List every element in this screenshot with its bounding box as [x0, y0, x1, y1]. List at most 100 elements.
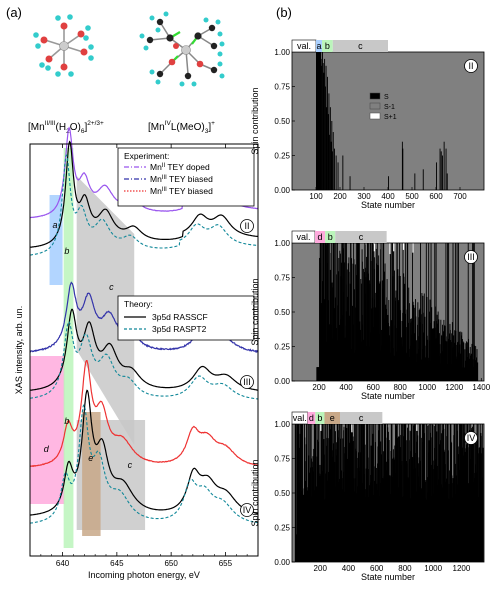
theory-legend-entry: 3p5d RASSCF: [152, 312, 208, 322]
spin-ytick-label: 0.75: [274, 83, 290, 92]
xas-subpanel-IV: IV: [29, 360, 259, 524]
spin-bar-S: [325, 245, 327, 381]
spin-region-tab: [315, 412, 325, 424]
spin-panel-III: 0.00 0.25 0.50 0.75 1.00 200 400 600 800 1000 1200…: [250, 230, 491, 401]
experiment-legend-title: Experiment:: [124, 151, 169, 161]
region-label-d: d: [44, 444, 50, 454]
spin-xtick-label: 400: [381, 192, 395, 201]
spin-ytick-label: 0.00: [274, 558, 290, 567]
spin-bar-S: [355, 424, 357, 562]
spin-bar-S: [401, 141, 403, 190]
spin-region-tab: [322, 40, 333, 52]
spin-bar-S: [436, 162, 437, 190]
spin-bar-S: [335, 155, 337, 190]
theory-legend-entry: 3p5d RASPT2: [152, 324, 207, 334]
spin-bar-S: [396, 243, 398, 381]
spin-region-label: d: [318, 232, 323, 242]
spin-region-label: d: [309, 413, 314, 423]
spin-bar-S: [424, 424, 426, 562]
spin-bar-S: [378, 255, 380, 381]
spin-bar-S: [473, 243, 475, 381]
spin-xtick-label: 800: [393, 383, 407, 392]
spin-bar-S: [340, 253, 341, 381]
spin-bar-S: [466, 341, 467, 381]
spin-bar-S: [422, 169, 424, 190]
spin-bar-S: [327, 114, 329, 190]
spin-bar-S: [353, 259, 355, 381]
region-b: [63, 148, 74, 548]
xas-exp-curve-IV: [29, 360, 258, 468]
spin-bar-S: [331, 282, 333, 381]
spin-ylabel: Spin contribution: [250, 278, 260, 345]
subpanel-marker-III: [240, 375, 254, 389]
spin-bar-S: [332, 151, 333, 190]
spin-xtick-label: 200: [314, 564, 328, 573]
xas-rasscf-curve-II: [29, 140, 259, 248]
spin-ytick-label: 0.75: [274, 455, 290, 464]
spin-bar-S: [446, 341, 448, 381]
spin-bar-S: [454, 243, 456, 381]
spin-ylabel: Spin contribution: [250, 459, 260, 526]
panel-b-label: (b): [276, 5, 292, 20]
spin-bar-S: [404, 283, 406, 381]
spin-region-label: b: [328, 232, 333, 242]
spin-bar-S: [393, 243, 394, 381]
experiment-legend-entry: MnIII TEY biased: [150, 174, 213, 184]
spin-xtick-label: 400: [342, 564, 356, 573]
spin-bar-S: [324, 299, 326, 381]
theory-legend-title: Theory:: [124, 299, 153, 309]
spin-bar-S: [374, 257, 376, 381]
spin-bar-S: [335, 243, 337, 381]
spin-region-label: c: [359, 232, 364, 242]
spin-bar-S: [306, 424, 308, 562]
spin-bar-S: [384, 263, 386, 381]
spin-bar-S: [482, 447, 484, 562]
region-d: [30, 356, 65, 504]
spin-bar-S: [327, 76, 328, 190]
spin-bar-S-plus: [320, 424, 322, 431]
spin-bar-S: [448, 243, 450, 381]
spin-bar-S: [474, 345, 476, 381]
region-e: [82, 412, 101, 536]
spin-xtick-label: 1400: [472, 383, 490, 392]
spin-bar-S: [338, 257, 340, 381]
spin-bar-S: [409, 430, 411, 562]
spin-bar-S: [334, 148, 335, 190]
spin-ytick-label: 0.00: [274, 186, 290, 195]
spin-region-tab: [316, 40, 322, 52]
spin-bar-S: [467, 243, 469, 381]
region-label-b: b: [64, 246, 69, 256]
subpanel-label-IV: IV: [243, 505, 252, 515]
spin-bar-S: [342, 155, 344, 190]
spin-bar-S: [446, 173, 448, 190]
xas-xtick-label: 650: [164, 559, 178, 568]
spin-region-label: val.: [296, 232, 310, 242]
spin-bar-S: [297, 424, 299, 562]
spin-bar-S: [336, 243, 338, 381]
region-a: [49, 195, 63, 285]
spin-bar-S: [323, 72, 325, 190]
spin-bar-S: [322, 52, 323, 190]
spin-bar-S: [316, 52, 318, 190]
spin-bar-S: [477, 362, 479, 381]
spin-legend-entry: S+1: [384, 114, 397, 121]
spin-panel-II: 0.00 0.25 0.50 0.75 1.00 100 200 300 400 500 600 70…: [250, 39, 485, 210]
spin-bar-S: [387, 427, 389, 562]
spin-bar-S: [444, 340, 446, 381]
spin-bar-S: [322, 63, 324, 190]
spin-xtick-label: 1000: [418, 383, 436, 392]
spin-bar-S: [368, 243, 370, 381]
spin-ytick-label: 0.00: [274, 377, 290, 386]
spin-xtick-label: 600: [429, 192, 443, 201]
spin-bar-S: [329, 107, 331, 190]
spin-bar-S: [318, 52, 320, 190]
spin-bar-S: [405, 309, 407, 381]
spin-bar-S: [351, 258, 353, 381]
spin-bar-S-plus: [389, 243, 391, 255]
spin-bar-S: [316, 52, 318, 190]
xas-raspt2-curve-IV: [29, 404, 259, 524]
spin-bar-S: [317, 52, 319, 190]
spin-bar-S: [331, 121, 333, 190]
spin-bar-S: [430, 243, 432, 381]
